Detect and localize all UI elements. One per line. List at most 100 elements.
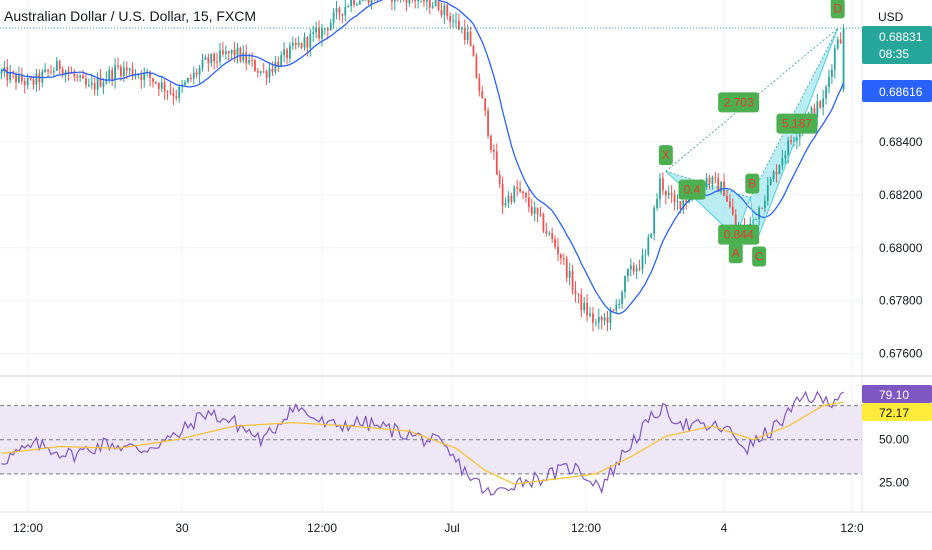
- candle: [414, 0, 417, 9]
- pattern-point-b: B: [745, 173, 760, 194]
- candle: [163, 77, 166, 100]
- candle: [720, 181, 723, 195]
- candle: [784, 150, 787, 165]
- candle: [315, 21, 318, 39]
- pattern-point-d: D: [830, 0, 845, 19]
- candle: [207, 53, 210, 72]
- candle: [111, 67, 114, 86]
- candle: [96, 72, 99, 96]
- candle: [403, 0, 405, 2]
- candle: [775, 164, 778, 183]
- rsi-value: 79.10: [879, 388, 909, 402]
- time-tick-label: 12:00: [13, 521, 43, 535]
- pattern-ratio-label: 0.4: [678, 179, 706, 200]
- candle: [356, 2, 358, 6]
- candle: [318, 20, 320, 42]
- candle: [239, 46, 242, 63]
- candle: [256, 67, 259, 78]
- candle: [632, 262, 635, 276]
- chart-title: Australian Dollar / U.S. Dollar, 15, FXC…: [4, 8, 257, 24]
- candle: [542, 212, 545, 233]
- candle: [152, 78, 154, 88]
- candle: [367, 0, 370, 6]
- candle: [332, 8, 335, 29]
- candle: [58, 59, 61, 76]
- candle: [810, 105, 813, 116]
- candle: [638, 259, 641, 272]
- candle: [291, 36, 294, 51]
- ma-price-value: 0.68616: [879, 85, 923, 99]
- time-tick-label: Jul: [444, 521, 459, 535]
- candle: [353, 0, 355, 8]
- candle: [157, 82, 160, 97]
- candle: [411, 0, 413, 3]
- candle: [592, 307, 594, 332]
- candle: [216, 52, 218, 69]
- candle: [373, 0, 375, 2]
- candle: [361, 0, 364, 2]
- candle: [222, 42, 224, 57]
- candle: [647, 234, 650, 257]
- candle: [312, 25, 315, 42]
- candle: [23, 77, 26, 94]
- candle: [661, 172, 664, 196]
- candle: [405, 0, 408, 12]
- price-axis[interactable]: 0.68400 0.68200 0.68000 0.67800 0.67600: [879, 135, 923, 360]
- candle: [606, 310, 609, 332]
- currency-label: USD: [878, 10, 904, 24]
- pattern-point-x: X: [658, 145, 673, 166]
- candle: [618, 299, 621, 309]
- candle: [87, 78, 90, 88]
- candle: [842, 24, 845, 92]
- candle: [236, 42, 239, 64]
- candle: [769, 176, 772, 186]
- candle: [589, 306, 591, 318]
- price-tick-label: 0.68000: [879, 241, 923, 255]
- candle: [303, 32, 306, 51]
- candle: [755, 218, 758, 221]
- candle: [510, 192, 513, 205]
- candle: [717, 173, 720, 193]
- candle: [664, 190, 667, 205]
- candle: [656, 192, 658, 211]
- candle: [79, 73, 82, 83]
- candle: [393, 0, 396, 11]
- rsi-lines: [1, 390, 844, 496]
- candle: [0, 68, 3, 80]
- candle: [102, 78, 105, 95]
- candle: [61, 66, 64, 78]
- rsi-axis[interactable]: 50.00 25.00: [879, 433, 909, 490]
- candle: [184, 79, 186, 87]
- candle: [539, 206, 542, 217]
- candlestick-series: [0, 0, 845, 332]
- candle: [76, 73, 79, 82]
- candle: [425, 0, 428, 11]
- svg-text:0.844: 0.844: [724, 228, 754, 242]
- candle: [522, 190, 524, 200]
- candle: [627, 268, 629, 282]
- candle: [350, 0, 353, 13]
- svg-text:5.187: 5.187: [782, 117, 812, 131]
- candle: [73, 69, 76, 82]
- time-axis[interactable]: 12:00 30 12:00 Jul 12:00 4 12:0: [13, 521, 864, 535]
- candle: [498, 170, 501, 189]
- candle: [169, 82, 172, 95]
- pattern-ratio-line: [665, 28, 838, 172]
- ma-polyline: [1, 0, 845, 315]
- candle: [560, 253, 562, 265]
- candle: [763, 195, 766, 213]
- rsi-tick-label: 50.00: [879, 433, 909, 447]
- candle: [650, 233, 653, 239]
- candle: [280, 51, 283, 68]
- candle: [562, 253, 565, 266]
- candle: [420, 0, 422, 3]
- candle: [653, 205, 656, 241]
- candle: [557, 238, 559, 262]
- candle: [472, 44, 475, 57]
- svg-text:B: B: [748, 177, 756, 191]
- candle: [55, 56, 58, 72]
- candle: [172, 87, 175, 106]
- candle: [772, 170, 775, 182]
- candle: [423, 0, 425, 7]
